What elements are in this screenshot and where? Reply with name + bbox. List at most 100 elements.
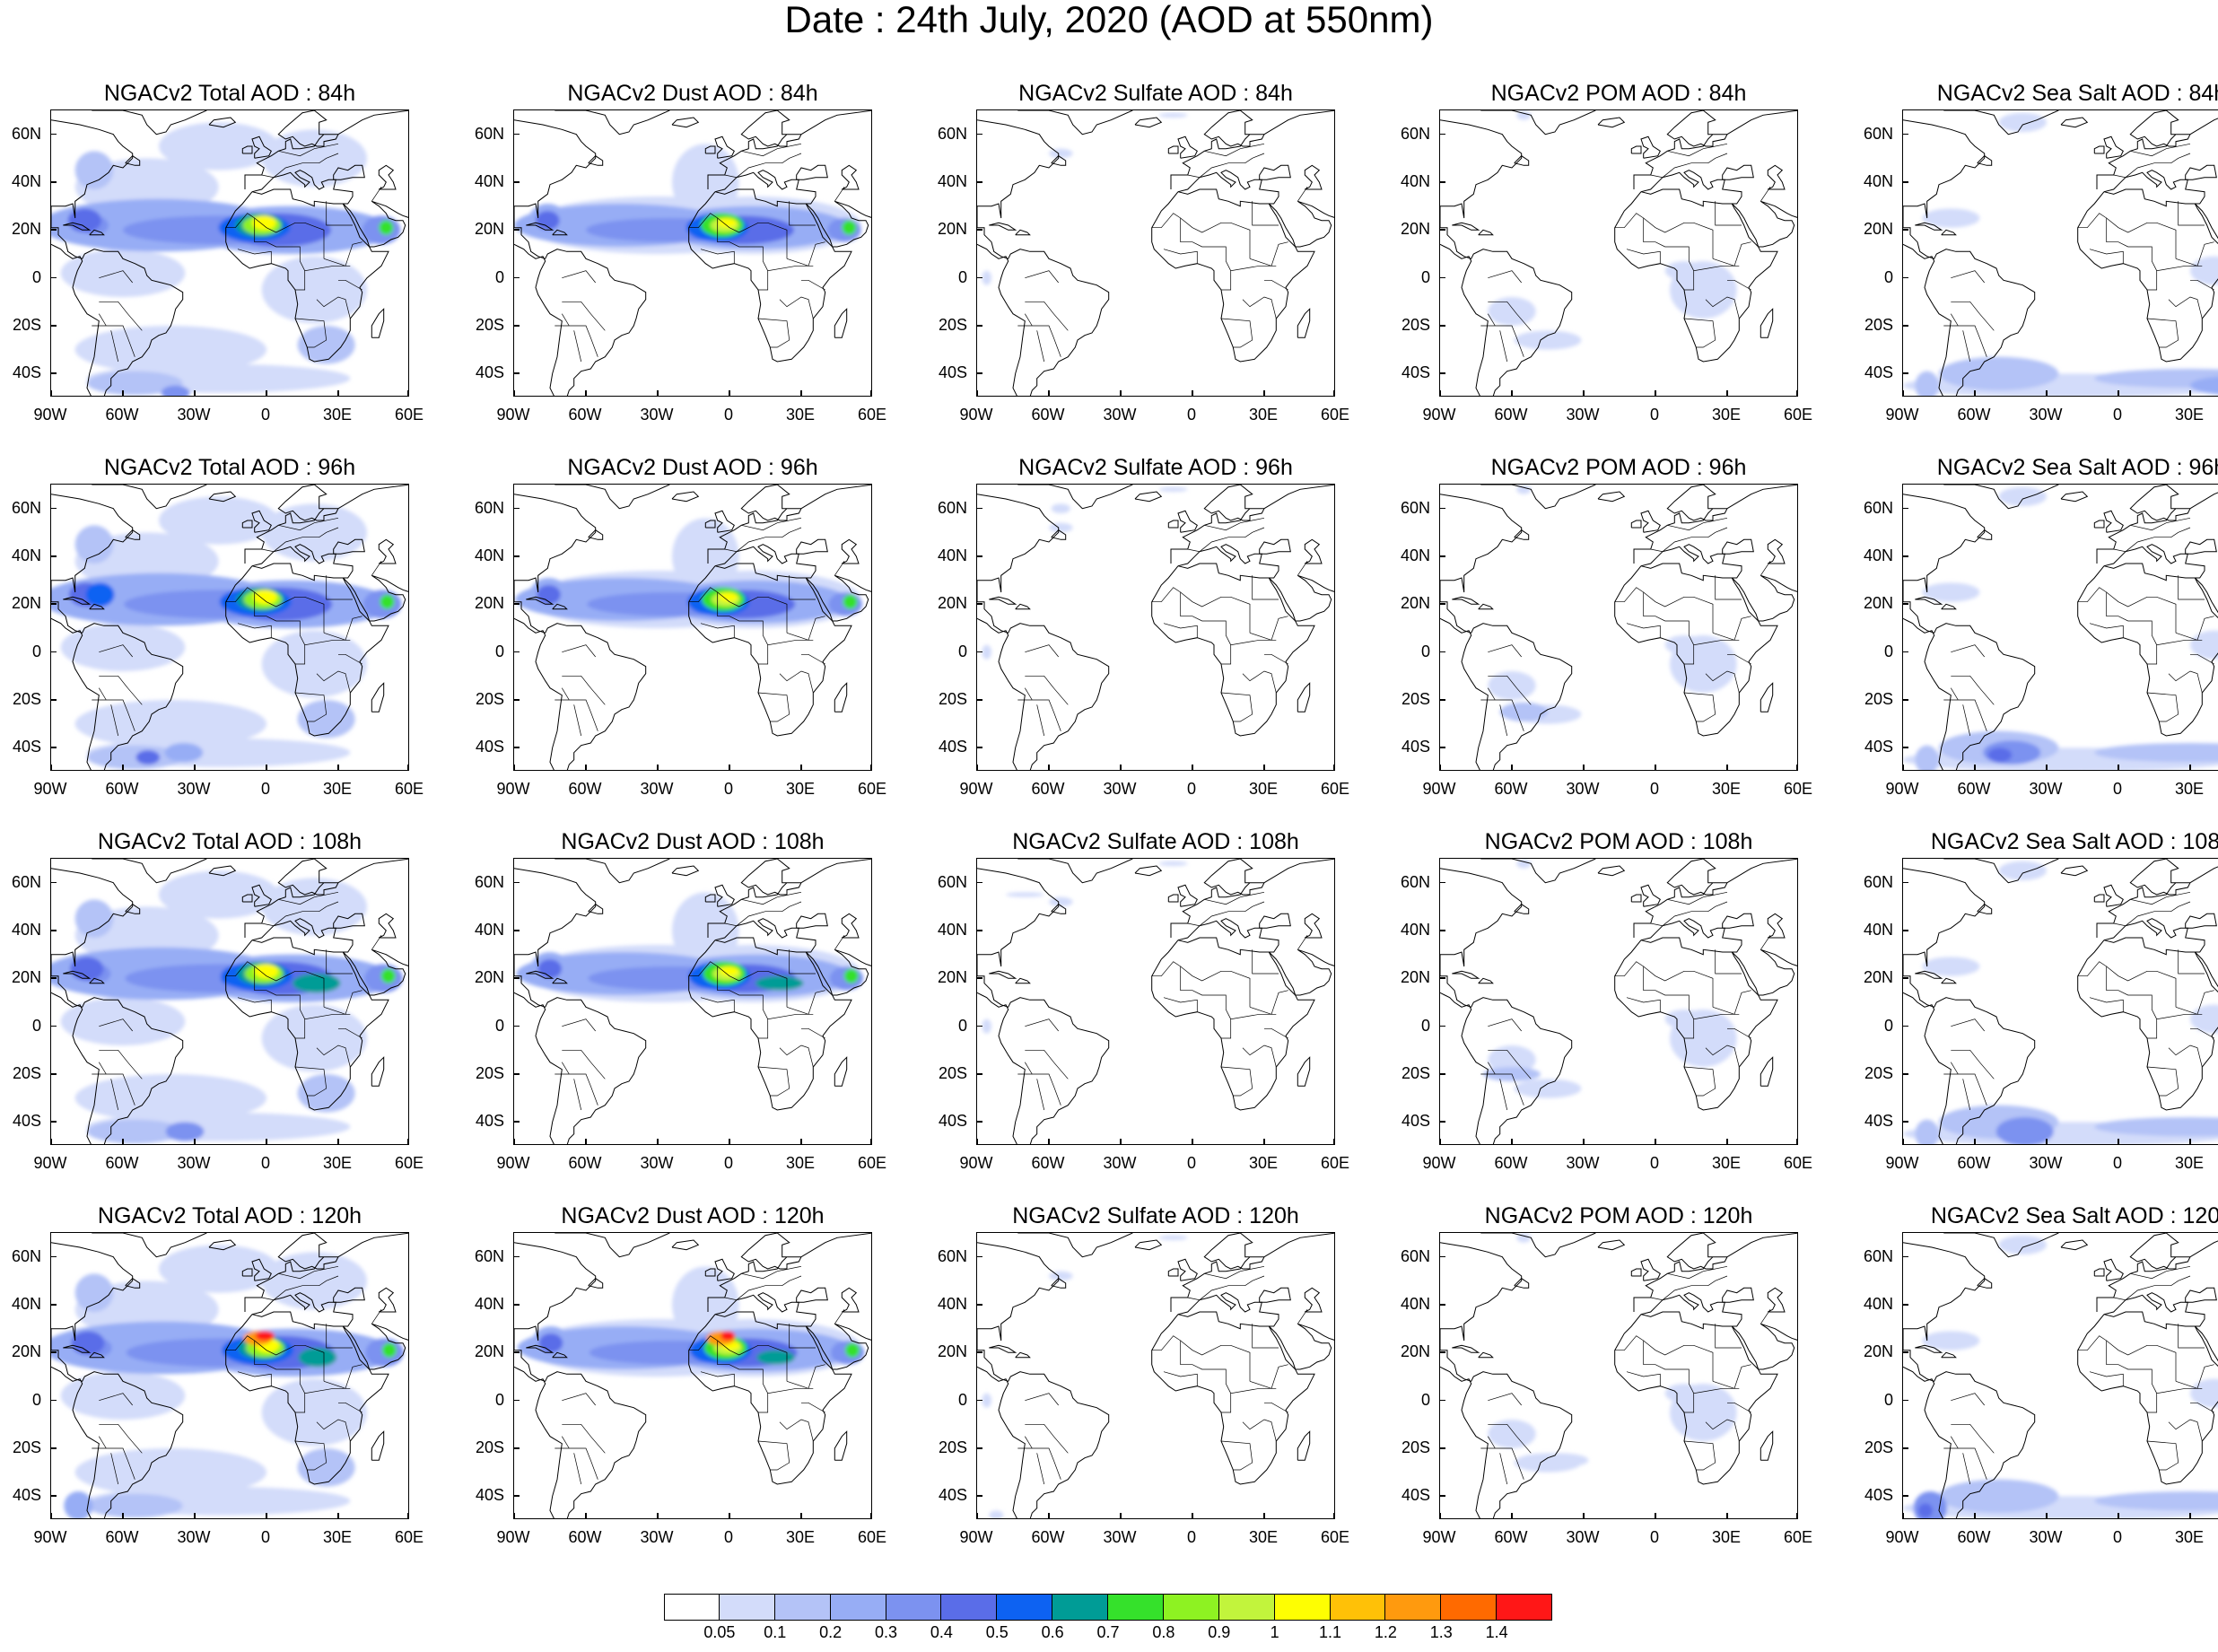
lon-tick: [1974, 1513, 1976, 1519]
lon-label: 0: [1649, 406, 1659, 424]
aod-plume: [1158, 112, 1188, 118]
map-frame: [1439, 858, 1798, 1145]
aod-plume: [74, 1273, 114, 1312]
map-frame: [513, 1232, 872, 1519]
country-border: [789, 949, 816, 975]
country-border: [1643, 1341, 1740, 1394]
lon-label: 90W: [1885, 1154, 1919, 1172]
lon-tick: [407, 765, 409, 771]
lat-label: 20S: [1864, 1438, 1893, 1456]
country-border: [1951, 675, 1995, 705]
country-border: [554, 1073, 598, 1106]
coastlines: [51, 485, 408, 770]
coastline-madagascar: [1297, 1430, 1311, 1461]
lat-tick: [50, 881, 57, 884]
country-border: [801, 653, 825, 665]
coastline-gulf: [51, 954, 184, 1144]
lat-label: 20N: [1400, 968, 1430, 987]
lon-label: 0: [723, 406, 733, 424]
lon-tick: [337, 765, 339, 771]
aod-plume: [1488, 297, 1536, 326]
lon-tick: [1333, 765, 1335, 771]
lat-label: 20N: [1863, 220, 1893, 239]
coastline-iceland: [2060, 865, 2089, 877]
map-panel-pom-108h: NGACv2 POM AOD : 108h 60N 40N 20N 0 20S 40S 90W…: [1401, 829, 1812, 1278]
lon-label: 0: [723, 1528, 733, 1546]
country-border: [1727, 279, 1751, 291]
country-border: [294, 692, 327, 722]
country-border: [1626, 623, 1661, 638]
lon-label: 60E: [1320, 780, 1350, 798]
country-border: [225, 1335, 325, 1382]
lon-label: 60W: [105, 1528, 139, 1546]
lon-label: 60E: [394, 406, 424, 424]
lon-label: 90W: [1885, 406, 1919, 424]
panel-title: NGACv2 POM AOD : 84h: [1490, 81, 1747, 106]
lat-tick: [513, 1121, 520, 1123]
country-border: [1297, 935, 1308, 950]
panel-title: NGACv2 Total AOD : 120h: [97, 1203, 362, 1228]
lat-tick: [1439, 325, 1445, 327]
lat-tick: [50, 977, 57, 979]
country-border: [554, 699, 598, 731]
lon-label: 90W: [496, 406, 530, 424]
lat-label: 60N: [1400, 124, 1430, 143]
country-border: [1705, 1045, 1740, 1068]
coastline-arabia: [342, 948, 408, 996]
country-border: [1705, 296, 1740, 319]
country-border: [99, 687, 107, 701]
lon-label: 90W: [33, 780, 67, 798]
lon-label: 0: [1186, 1528, 1196, 1546]
coastline-iceland: [1134, 1239, 1163, 1251]
aod-plume: [1998, 486, 2047, 506]
colorbar-label: 1.1: [1318, 1623, 1342, 1641]
lat-tick: [1902, 699, 1908, 701]
aod-plume: [252, 215, 276, 231]
country-border: [700, 623, 735, 638]
lon-tick: [337, 390, 339, 397]
map-panel-total-96h: NGACv2 Total AOD : 96h 60N 40N 20N 0 20S 40S 90…: [12, 455, 424, 904]
coastline-uk: [1640, 135, 1661, 159]
country-border: [2089, 1371, 2124, 1386]
coastline-hisp: [552, 229, 568, 236]
panel-title: NGACv2 Dust AOD : 108h: [561, 829, 825, 854]
coastline-africa: [2077, 1311, 2218, 1485]
lat-tick: [976, 555, 982, 557]
coastline-ireland: [1167, 520, 1179, 529]
country-border: [1943, 325, 1987, 357]
lat-label: 20N: [474, 968, 504, 987]
coastline-hisp: [89, 229, 105, 236]
country-border: [1249, 616, 1288, 641]
aod-field: [982, 1235, 1188, 1518]
lon-tick: [976, 390, 978, 397]
country-border: [562, 1436, 570, 1449]
lon-tick: [337, 1513, 339, 1519]
lon-tick: [407, 390, 409, 397]
coastline-europe: [1170, 485, 1265, 564]
coastline-cuba: [1915, 970, 1943, 979]
lon-tick: [1796, 765, 1798, 771]
coastline-madagascar: [834, 1430, 848, 1461]
coastlines: [51, 110, 408, 396]
lon-label: 60W: [568, 1528, 602, 1546]
country-border: [1204, 1265, 1265, 1280]
coastline-arabia: [805, 948, 871, 996]
coastline-caspian: [841, 538, 860, 564]
lon-tick: [1902, 390, 1904, 397]
country-border: [1242, 670, 1277, 694]
country-border: [2175, 990, 2214, 1015]
coastline-cuba: [526, 1344, 554, 1353]
aod-plume: [87, 371, 183, 396]
coastline-green: [1480, 859, 1596, 884]
lat-tick: [513, 229, 520, 231]
country-border: [554, 325, 598, 357]
lat-tick: [1902, 747, 1908, 748]
coastline-africa: [1151, 1311, 1315, 1485]
aod-plume: [261, 129, 367, 188]
lon-label: 30W: [1103, 1154, 1137, 1172]
country-border: [1180, 592, 1277, 646]
country-border: [254, 592, 351, 646]
country-border: [2178, 575, 2205, 600]
aod-plume: [672, 518, 739, 595]
aod-plume: [254, 964, 279, 979]
